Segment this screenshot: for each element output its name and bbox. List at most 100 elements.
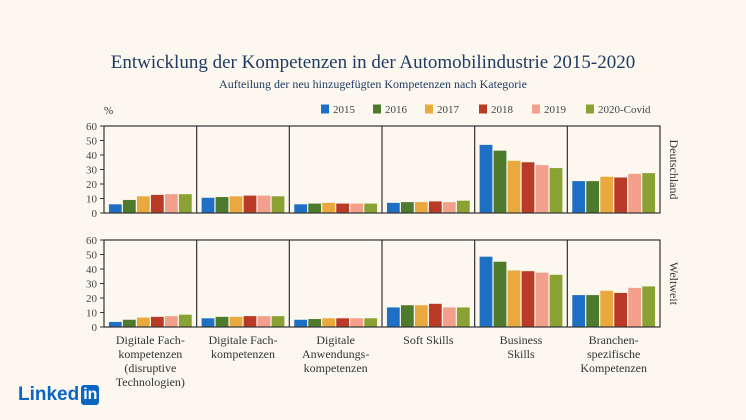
legend-swatch-2015: [321, 104, 329, 114]
panel-weltweit-ytick-label: 10: [86, 308, 98, 320]
legend-label-2018: 2018: [491, 104, 514, 116]
panel-weltweit-bar-4-2020-Covid: [456, 307, 470, 327]
legend-label-2017: 2017: [437, 104, 460, 116]
legend-label-2015: 2015: [333, 104, 356, 116]
panel-weltweit-bar-3-2020-Covid: [364, 318, 378, 327]
panel-deutschland-bar-1-2019: [164, 194, 178, 213]
category-label-5: Skills: [507, 347, 535, 361]
panel-weltweit-ytick-label: 20: [86, 293, 98, 305]
panel-deutschland-bar-4-2017: [414, 202, 428, 213]
panel-weltweit-bar-3-2015: [294, 319, 308, 327]
panel-deutschland-bar-4-2015: [386, 202, 400, 213]
panel-deutschland-bar-6-2017: [600, 176, 614, 213]
panel-weltweit-bar-2-2020-Covid: [271, 316, 285, 327]
panel-deutschland-bar-1-2016: [122, 199, 136, 213]
panel-deutschland-ytick-label: 20: [86, 179, 98, 191]
legend-swatch-2020-Covid: [586, 104, 594, 114]
panel-deutschland-bar-6-2019: [628, 173, 642, 213]
panel-weltweit-bar-1-2018: [150, 316, 164, 327]
linkedin-logo-text: Linked: [18, 384, 80, 405]
panel-weltweit-ytick-label: 0: [92, 322, 98, 334]
panel-weltweit-bar-5-2015: [479, 256, 493, 327]
category-label-6: Kompetenzen: [580, 361, 647, 375]
panel-weltweit-bar-6-2015: [572, 295, 586, 327]
panel-deutschland-bar-6-2015: [572, 181, 586, 213]
panel-deutschland-bar-2-2018: [243, 195, 257, 213]
panel-deutschland-bar-3-2015: [294, 204, 308, 213]
panel-deutschland-bar-4-2018: [428, 201, 442, 213]
panel-weltweit-strip-label: Weltweit: [667, 262, 681, 306]
panel-deutschland-bar-1-2020-Covid: [178, 194, 192, 213]
category-label-4: Soft Skills: [403, 333, 454, 347]
category-label-2: Digitale Fach-: [209, 333, 278, 347]
panel-weltweit-bar-4-2015: [386, 307, 400, 327]
linkedin-logo-box: in: [81, 385, 100, 405]
panel-weltweit-bar-3-2016: [308, 319, 322, 327]
panel-deutschland-bar-4-2019: [442, 202, 456, 213]
category-label-5: Business: [500, 333, 543, 347]
panel-weltweit-bar-5-2017: [507, 270, 521, 327]
panel-deutschland-bar-6-2020-Covid: [642, 173, 656, 213]
category-label-2: kompetenzen: [211, 347, 275, 361]
panel-deutschland-bar-3-2020-Covid: [364, 203, 378, 213]
panel-deutschland-bar-5-2019: [535, 165, 549, 213]
legend-label-2016: 2016: [385, 104, 408, 116]
panel-weltweit-bar-6-2019: [628, 287, 642, 327]
panel-weltweit-bar-4-2019: [442, 307, 456, 327]
panel-weltweit-bar-2-2017: [229, 316, 243, 327]
category-label-1: kompetenzen: [118, 347, 182, 361]
panel-weltweit-bar-3-2019: [350, 318, 364, 327]
legend-swatch-2016: [373, 104, 381, 114]
category-label-6: Branchen-: [589, 333, 639, 347]
y-unit-label: %: [104, 105, 113, 117]
panel-weltweit-bar-6-2020-Covid: [642, 286, 656, 327]
panel-deutschland-bar-6-2016: [586, 181, 600, 213]
category-label-1: Technologien): [116, 375, 185, 389]
panel-deutschland-ytick-label: 60: [86, 121, 98, 133]
panel-deutschland-bar-3-2019: [350, 203, 364, 213]
panel-weltweit-bar-4-2016: [400, 305, 414, 327]
panel-deutschland-bar-3-2016: [308, 203, 322, 213]
panel-deutschland-bar-3-2018: [336, 203, 350, 213]
panel-weltweit-bar-2-2016: [215, 316, 229, 327]
panel-weltweit-ytick-label: 50: [86, 250, 98, 262]
panel-weltweit-ytick-label: 40: [86, 264, 98, 276]
category-label-3: kompetenzen: [304, 361, 368, 375]
panel-weltweit-bar-2-2018: [243, 316, 257, 327]
panel-deutschland-bar-2-2015: [201, 197, 215, 213]
panel-weltweit-bar-5-2018: [521, 271, 535, 327]
panel-deutschland-bar-5-2017: [507, 160, 521, 213]
linkedin-logo: Linked in: [18, 383, 100, 407]
category-label-6: spezifische: [587, 347, 640, 361]
panel-weltweit-bar-4-2018: [428, 303, 442, 327]
panel-weltweit-bar-3-2018: [336, 318, 350, 327]
category-label-3: Digitale: [316, 333, 355, 347]
panel-deutschland-bar-5-2020-Covid: [549, 168, 563, 213]
panel-weltweit-bar-6-2016: [586, 295, 600, 327]
panel-weltweit-bar-4-2017: [414, 305, 428, 327]
category-label-1: Digitale Fach-: [116, 333, 185, 347]
panel-weltweit-bar-1-2017: [136, 317, 150, 327]
panel-weltweit-bar-6-2017: [600, 290, 614, 327]
panel-weltweit-bar-5-2019: [535, 272, 549, 327]
panel-deutschland-bar-2-2020-Covid: [271, 196, 285, 213]
panel-weltweit-bar-5-2020-Covid: [549, 274, 563, 327]
panel-deutschland-bar-1-2015: [108, 204, 122, 213]
panel-deutschland-ytick-label: 40: [86, 150, 98, 162]
category-label-3: Anwendungs-: [302, 347, 369, 361]
panel-deutschland-bar-5-2018: [521, 162, 535, 213]
panel-deutschland-bar-2-2016: [215, 197, 229, 213]
legend-swatch-2018: [479, 104, 487, 114]
panel-deutschland-bar-5-2016: [493, 150, 507, 213]
panel-weltweit-bar-2-2015: [201, 318, 215, 327]
panel-deutschland-ytick-label: 30: [86, 165, 98, 177]
legend-label-2019: 2019: [544, 104, 567, 116]
panel-deutschland-bar-1-2018: [150, 194, 164, 213]
panel-weltweit-bar-2-2019: [257, 316, 271, 327]
panel-deutschland-bar-1-2017: [136, 196, 150, 213]
panel-deutschland-ytick-label: 50: [86, 136, 98, 148]
panel-weltweit-ytick-label: 60: [86, 235, 98, 247]
panel-deutschland-bar-3-2017: [322, 202, 336, 213]
chart-title: Entwicklung der Kompetenzen in der Autom…: [110, 52, 636, 73]
